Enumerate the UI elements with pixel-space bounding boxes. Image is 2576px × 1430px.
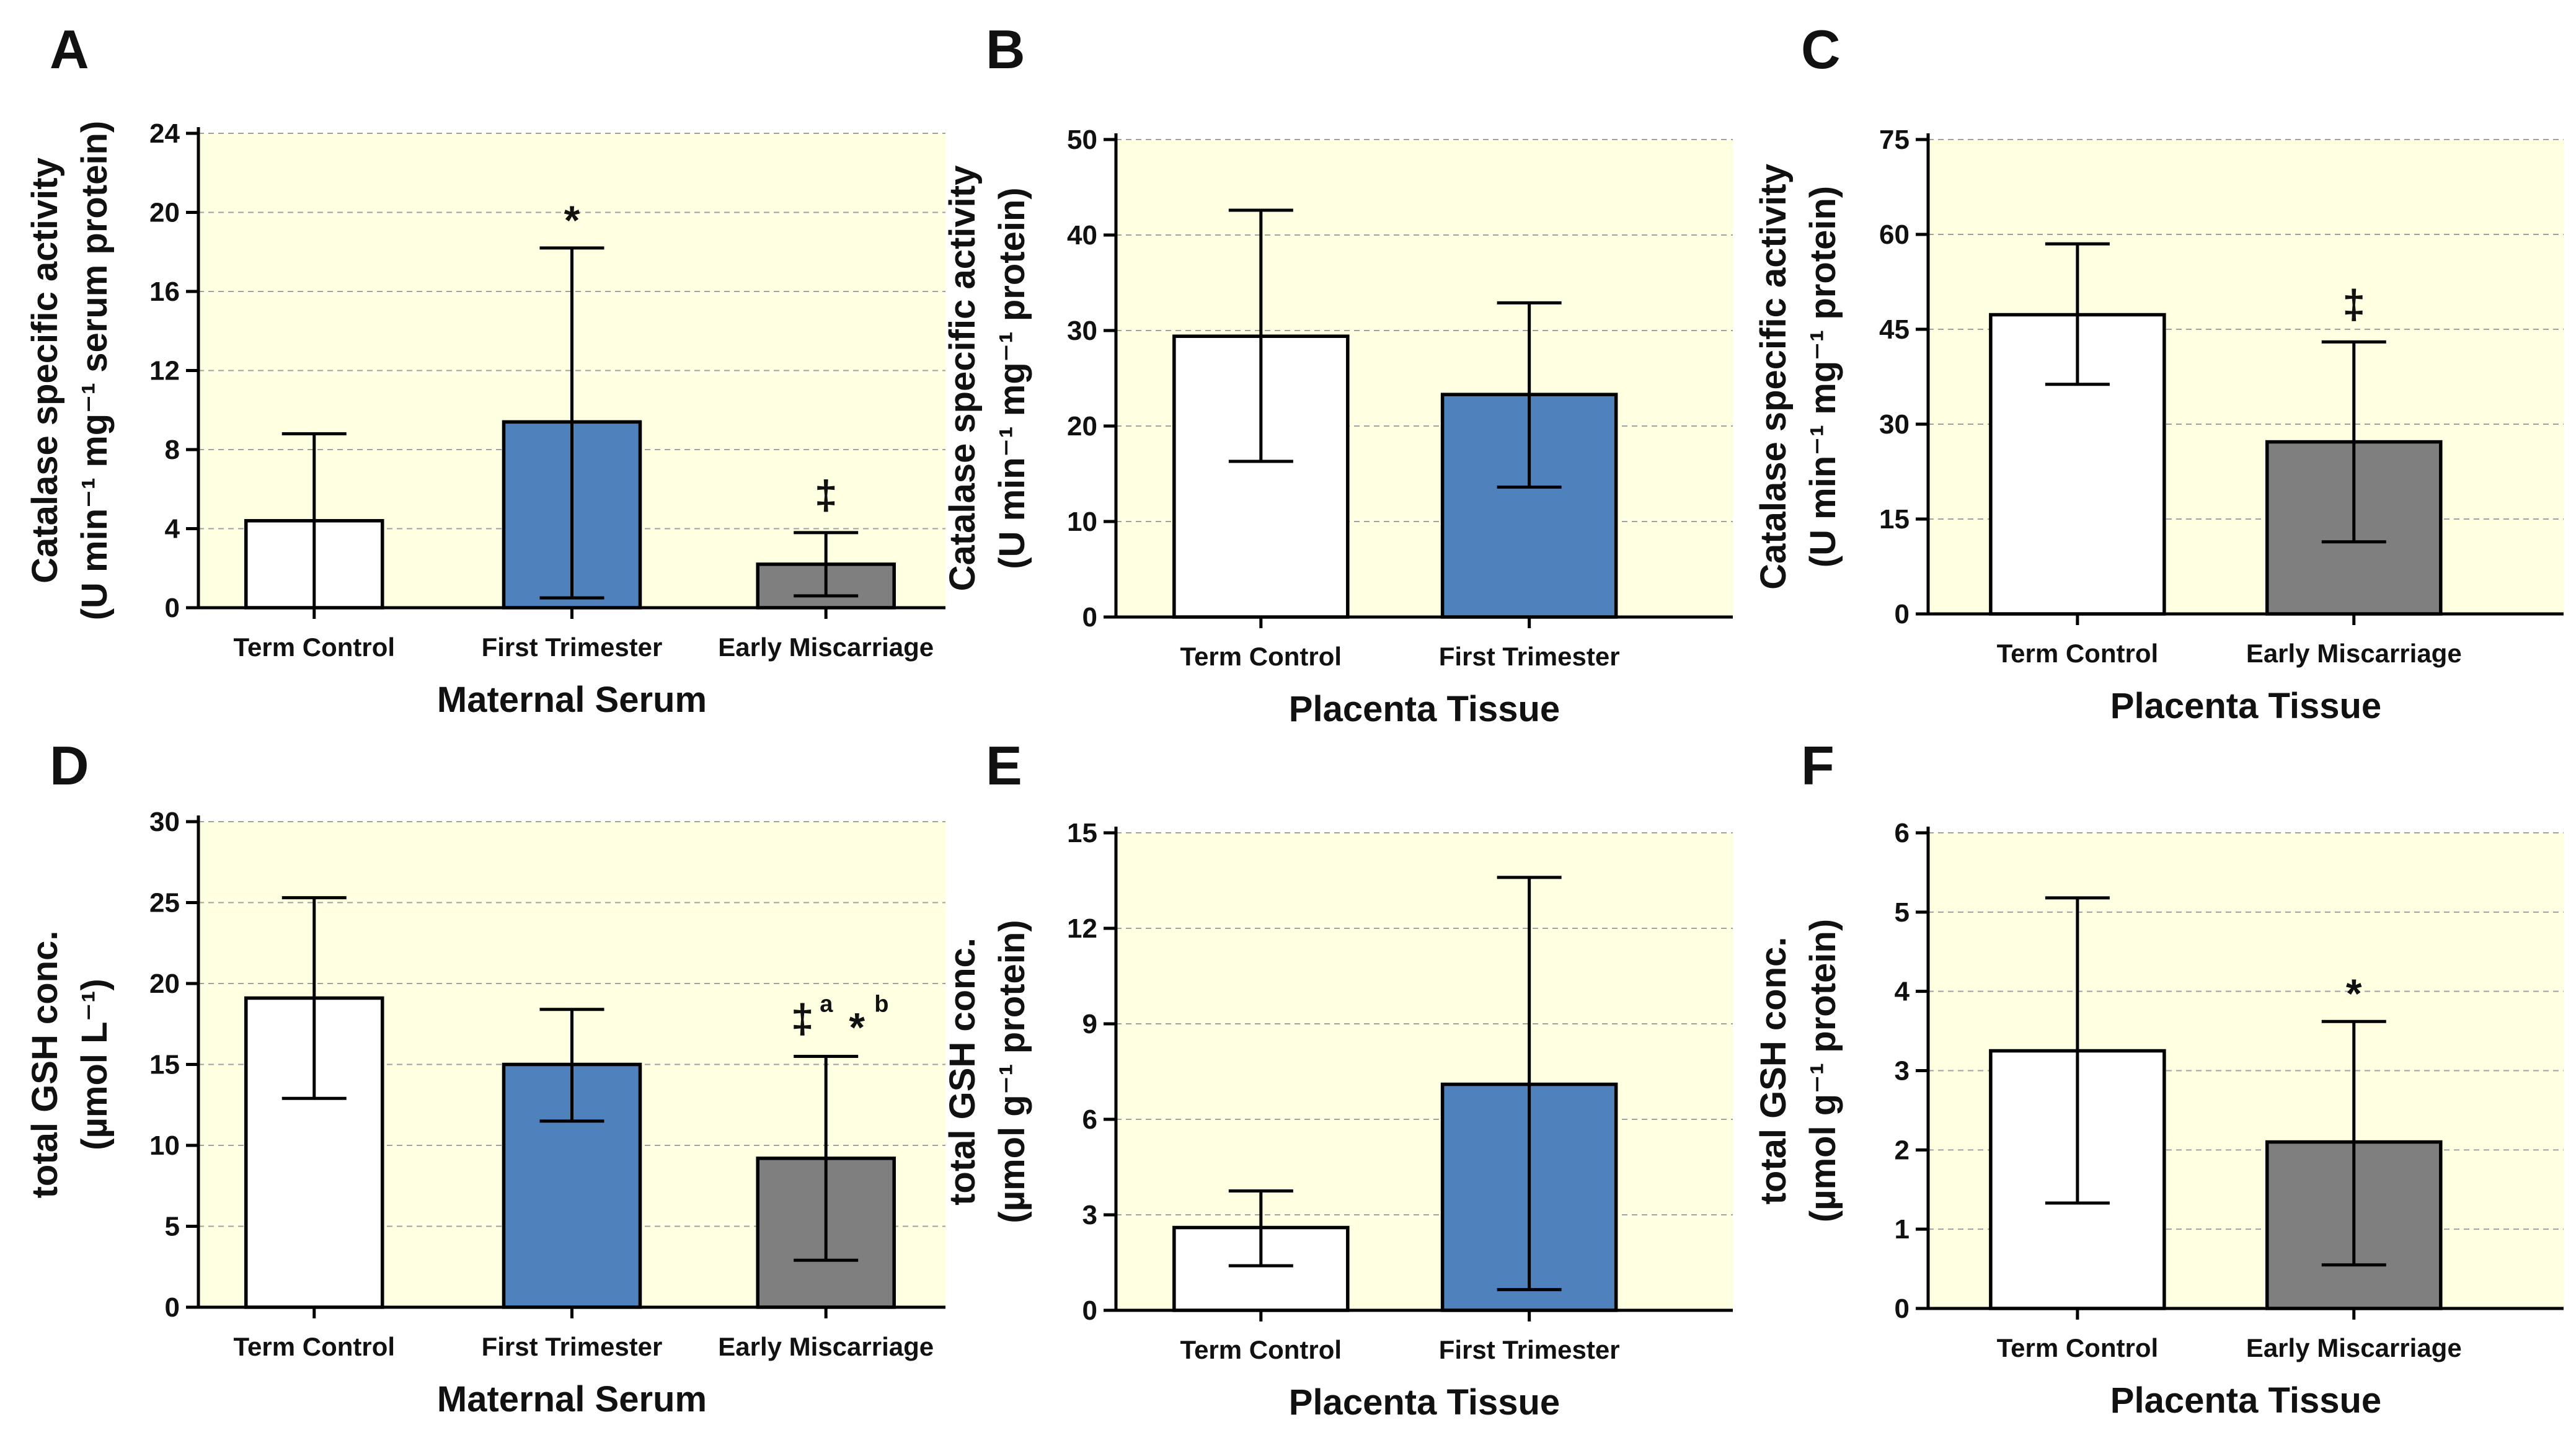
y-tick-label: 5	[165, 1212, 180, 1242]
significance-marker: *	[564, 197, 580, 243]
significance-marker: ‡	[791, 995, 814, 1041]
x-axis-title: Placenta Tissue	[2110, 1380, 2381, 1421]
x-axis-title: Placenta Tissue	[1289, 1382, 1560, 1423]
y-tick-label: 10	[1067, 507, 1097, 537]
y-tick-label: 30	[1879, 409, 1910, 440]
category-label: First Trimester	[1439, 642, 1620, 671]
y-axis-title: (U min⁻¹ mg⁻¹ protein)	[1803, 186, 1843, 567]
panel-letter: A	[50, 19, 89, 80]
y-tick-label: 15	[1879, 504, 1910, 535]
x-axis-title: Placenta Tissue	[1289, 689, 1560, 729]
y-tick-label: 24	[149, 118, 180, 149]
category-label: Term Control	[1997, 639, 2159, 668]
panel-A: Term Control First Trimester * Early Miscar…	[25, 19, 945, 720]
category-label: Early Miscarriage	[2246, 639, 2462, 668]
y-tick-label: 8	[165, 435, 180, 465]
y-axis-title: total GSH conc.	[1753, 937, 1794, 1205]
panel-letter: D	[50, 735, 89, 796]
y-tick-label: 5	[1895, 897, 1910, 928]
y-tick-label: 12	[1067, 913, 1097, 944]
panel-F: Term Control Early Miscarriage * 0 1 2 3 4 5 6 Pla…	[1753, 735, 2564, 1421]
bar-term-control	[1172, 1225, 1350, 1312]
y-axis-title: total GSH conc.	[942, 938, 983, 1206]
x-axis-title: Placenta Tissue	[2110, 686, 2381, 726]
panel-D: Term Control First Trimester Early Miscarr…	[25, 735, 945, 1419]
y-axis-title: (µmol g⁻¹ protein)	[1803, 919, 1843, 1222]
y-tick-label: 9	[1082, 1009, 1097, 1039]
y-tick-label: 12	[149, 356, 180, 386]
y-tick-label: 40	[1067, 220, 1097, 251]
category-label: Term Control	[1180, 1335, 1342, 1364]
category-label: Term Control	[1180, 642, 1342, 671]
category-label: First Trimester	[482, 633, 663, 662]
y-tick-label: 75	[1879, 125, 1910, 155]
y-tick-label: 4	[1895, 977, 1910, 1007]
category-label: First Trimester	[1439, 1335, 1620, 1364]
y-axis-title: Catalase specific activity	[942, 166, 983, 592]
panel-letter: C	[1801, 19, 1841, 80]
panel-B: Term Control First Trimester 0 10 20 30 40 50 Pl…	[942, 19, 1733, 729]
panel-E: Term Control First Trimester 0 3 6 9 12 15 Place…	[942, 735, 1733, 1423]
y-axis-title: (U min⁻¹ mg⁻¹ serum protein)	[74, 121, 115, 621]
significance-marker: ‡	[815, 472, 838, 518]
significance-marker: ‡	[2342, 281, 2365, 327]
category-label: Early Miscarriage	[718, 633, 934, 662]
y-tick-label: 4	[165, 514, 180, 544]
panel-letter: B	[986, 19, 1025, 80]
y-tick-label: 0	[1082, 1295, 1097, 1326]
x-axis-title: Maternal Serum	[437, 680, 707, 720]
y-tick-label: 0	[165, 593, 180, 623]
y-tick-label: 10	[149, 1130, 180, 1161]
y-tick-label: 60	[1879, 220, 1910, 250]
category-label: Term Control	[1997, 1333, 2159, 1362]
y-tick-label: 25	[149, 888, 180, 918]
x-axis-title: Maternal Serum	[437, 1379, 707, 1419]
y-axis-title: (µmol g⁻¹ protein)	[992, 920, 1032, 1223]
y-tick-label: 1	[1895, 1214, 1910, 1245]
y-tick-label: 30	[1067, 316, 1097, 346]
y-tick-label: 15	[149, 1050, 180, 1080]
y-axis-title: (µmol L⁻¹)	[74, 979, 115, 1150]
y-tick-label: 20	[1067, 411, 1097, 442]
significance-superscript: a	[820, 991, 833, 1017]
y-tick-label: 0	[165, 1292, 180, 1323]
category-label: First Trimester	[482, 1332, 663, 1361]
y-tick-label: 3	[1082, 1200, 1097, 1230]
panel-C: Term Control Early Miscarriage ‡ 0 15 30 45 60 7…	[1753, 19, 2564, 726]
y-tick-label: 30	[149, 807, 180, 837]
y-tick-label: 15	[1067, 818, 1097, 848]
y-tick-label: 20	[149, 969, 180, 999]
y-axis-title: Catalase specific activity	[1753, 164, 1794, 590]
panel-letter: F	[1801, 735, 1835, 796]
y-axis-title: total GSH conc.	[25, 931, 65, 1199]
y-tick-label: 6	[1082, 1104, 1097, 1135]
y-tick-label: 45	[1879, 314, 1910, 345]
y-tick-label: 2	[1895, 1135, 1910, 1165]
significance-marker: *	[2346, 970, 2362, 1016]
category-label: Early Miscarriage	[2246, 1333, 2462, 1362]
y-tick-label: 20	[149, 198, 180, 228]
y-tick-label: 3	[1895, 1056, 1910, 1086]
y-axis-title: Catalase specific activity	[25, 158, 65, 584]
category-label: Term Control	[233, 633, 395, 662]
panel-letter: E	[986, 735, 1022, 796]
y-tick-label: 50	[1067, 125, 1097, 155]
significance-marker: *	[849, 1004, 865, 1050]
y-tick-label: 0	[1895, 1294, 1910, 1324]
category-label: Term Control	[233, 1332, 395, 1361]
y-tick-label: 0	[1895, 599, 1910, 629]
y-axis-title: (U min⁻¹ mg⁻¹ protein)	[992, 187, 1032, 569]
significance-superscript: b	[874, 991, 888, 1017]
category-label: Early Miscarriage	[718, 1332, 934, 1361]
y-tick-label: 0	[1082, 602, 1097, 633]
y-tick-label: 6	[1895, 818, 1910, 848]
y-tick-label: 16	[149, 277, 180, 307]
